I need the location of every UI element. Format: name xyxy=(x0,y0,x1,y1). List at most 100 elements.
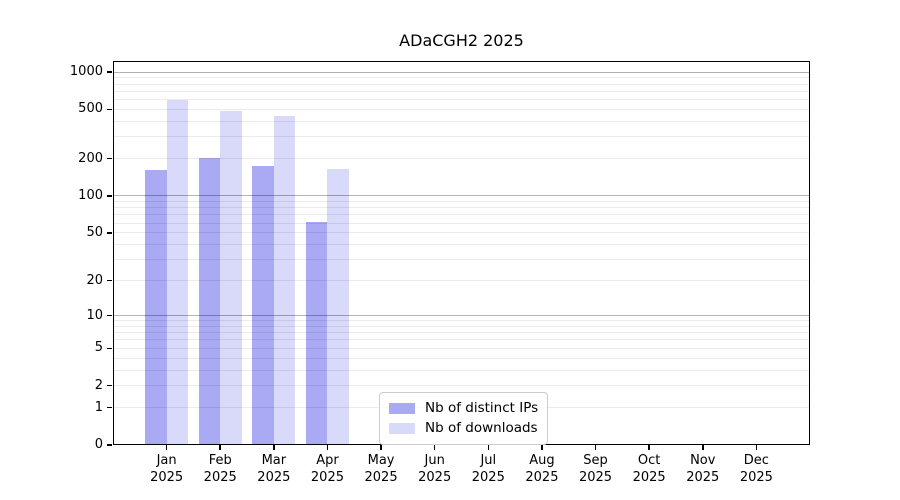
y-tick-label: 0 xyxy=(94,437,103,452)
x-tick-label: Mar 2025 xyxy=(242,452,306,486)
x-tick-label: Jan 2025 xyxy=(135,452,199,486)
month-label: Oct xyxy=(637,453,661,468)
x-tick-label: Jun 2025 xyxy=(403,452,467,486)
year-label: 2025 xyxy=(257,470,291,485)
bars-layer xyxy=(113,61,810,445)
y-tick-mark xyxy=(106,384,112,387)
x-tick-mark xyxy=(433,445,436,450)
year-label: 2025 xyxy=(739,470,773,485)
bar-distinct-ips xyxy=(198,157,221,445)
y-tick-mark xyxy=(106,279,112,282)
y-tick-mark xyxy=(106,314,112,317)
legend-label: Nb of downloads xyxy=(425,420,538,436)
y-tick-label: 20 xyxy=(86,272,103,288)
year-label: 2025 xyxy=(310,470,344,485)
y-tick-label: 1 xyxy=(94,399,103,415)
y-tick-label: 2 xyxy=(94,377,103,393)
gridline-minor xyxy=(113,232,810,234)
month-label: Mar xyxy=(261,453,287,468)
bar-downloads xyxy=(166,99,189,445)
gridline-minor xyxy=(113,259,810,261)
gridline-minor xyxy=(113,77,810,79)
x-tick-label: Dec 2025 xyxy=(724,452,788,486)
x-tick-label: Sep 2025 xyxy=(564,452,628,486)
x-tick-mark xyxy=(648,445,650,450)
year-label: 2025 xyxy=(525,470,559,485)
y-tick-mark xyxy=(106,157,112,160)
y-tick-mark xyxy=(106,71,112,73)
gridline-major xyxy=(113,315,810,317)
gridline-minor xyxy=(113,332,810,334)
gridline-minor xyxy=(113,99,810,101)
x-tick-mark xyxy=(702,445,704,450)
gridline-minor xyxy=(113,385,810,387)
y-tick-label: 5 xyxy=(94,340,103,356)
bar-downloads xyxy=(273,115,296,445)
gridline-minor xyxy=(113,369,810,371)
x-tick-mark xyxy=(755,445,758,450)
x-tick-label: Jul 2025 xyxy=(456,452,520,486)
bar-distinct-ips xyxy=(305,222,328,445)
legend: Nb of distinct IPs Nb of downloads xyxy=(379,392,549,445)
bar-distinct-ips xyxy=(145,170,167,445)
month-label: Apr xyxy=(316,453,339,468)
year-label: 2025 xyxy=(578,470,613,485)
grid-layer xyxy=(113,61,810,445)
gridline-minor xyxy=(113,158,810,160)
gridline-minor xyxy=(113,222,810,224)
y-tick-mark xyxy=(106,232,112,234)
y-tick-mark xyxy=(106,195,112,197)
gridline-minor xyxy=(113,136,810,138)
month-label: Nov xyxy=(690,453,716,468)
x-tick-mark xyxy=(219,445,221,450)
x-tick-label: May 2025 xyxy=(349,452,413,486)
bar-distinct-ips xyxy=(252,165,274,445)
gridline-major xyxy=(113,71,810,73)
month-label: Sep xyxy=(583,453,608,468)
gridline-minor xyxy=(113,325,810,327)
month-label: Jan xyxy=(156,453,177,468)
x-tick-mark xyxy=(273,445,275,450)
y-tick-label: 500 xyxy=(78,101,103,117)
legend-item-distinct-ips: Nb of distinct IPs xyxy=(389,398,538,418)
y-tick-label: 1000 xyxy=(69,64,103,80)
gridline-minor xyxy=(113,207,810,209)
year-label: 2025 xyxy=(418,470,452,485)
x-tick-mark xyxy=(380,445,382,450)
downloads-swatch xyxy=(389,422,415,434)
month-label: May xyxy=(367,453,395,468)
gridline-minor xyxy=(113,90,810,92)
x-tick-label: Aug 2025 xyxy=(510,452,574,486)
month-label: Feb xyxy=(208,453,232,468)
gridline-minor xyxy=(113,280,810,282)
gridline-minor xyxy=(113,244,810,246)
bar-downloads xyxy=(220,110,242,445)
gridline-minor xyxy=(113,357,810,359)
year-label: 2025 xyxy=(471,470,505,485)
bar-downloads xyxy=(327,168,349,445)
gridline-minor xyxy=(113,347,810,349)
year-label: 2025 xyxy=(686,470,720,485)
y-tick-mark xyxy=(106,444,112,446)
gridline-minor xyxy=(113,83,810,85)
year-label: 2025 xyxy=(632,470,666,485)
x-tick-mark xyxy=(487,445,490,450)
month-label: Jun xyxy=(424,453,445,468)
x-tick-mark xyxy=(541,445,543,450)
month-label: Aug xyxy=(529,453,555,468)
year-label: 2025 xyxy=(203,470,237,485)
x-tick-label: Nov 2025 xyxy=(671,452,735,486)
gridline-minor xyxy=(113,339,810,341)
axes-layer: 0 1 2 5 10 20 50 100 200 500 1000 Jan 2025 Feb 2025 Mar… xyxy=(70,61,810,485)
y-tick-mark xyxy=(106,108,112,111)
gridline-minor xyxy=(113,201,810,202)
legend-label: Nb of distinct IPs xyxy=(425,400,539,416)
y-tick-mark xyxy=(106,347,112,350)
gridline-major xyxy=(113,195,810,197)
y-tick-label: 50 xyxy=(86,224,103,240)
year-label: 2025 xyxy=(150,470,184,485)
x-tick-mark xyxy=(326,445,329,450)
x-tick-label: Oct 2025 xyxy=(617,452,681,486)
x-tick-mark xyxy=(165,445,168,450)
